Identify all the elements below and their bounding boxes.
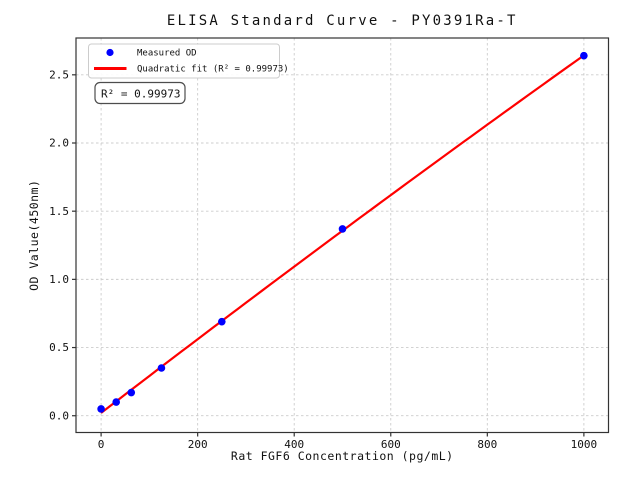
y-tick-label: 2.5 (49, 69, 69, 82)
legend-label: Measured OD (137, 49, 197, 59)
y-tick-label: 1.0 (49, 273, 69, 286)
legend-item: Quadratic fit (R² = 0.99973) (94, 65, 289, 75)
x-tick-label: 0 (98, 438, 105, 451)
y-tick-label: 1.5 (49, 205, 69, 218)
measured-od-point (97, 405, 105, 413)
plot-border (75, 37, 610, 434)
x-tick-label: 400 (284, 438, 304, 451)
y-tick-label: 0.5 (49, 341, 69, 354)
annotation-text: R² = 0.99973 (101, 88, 180, 101)
x-axis-label: Rat FGF6 Concentration (pg/mL) (231, 449, 454, 463)
measured-od-point (338, 225, 347, 233)
x-tick-label: 600 (381, 438, 401, 451)
chart-title: ELISA Standard Curve - PY0391Ra-T (167, 13, 518, 29)
legend-marker-circle (106, 48, 114, 57)
y-tick-label: 2.0 (49, 137, 69, 150)
measured-od-point (112, 398, 120, 406)
legend: Measured OD Quadratic fit (R² = 0.99973) (88, 43, 289, 79)
measured-od-point (218, 317, 226, 326)
measured-od-point (127, 388, 136, 397)
x-tick-label: 200 (188, 438, 208, 451)
legend-box (88, 43, 280, 79)
measured-od-point (580, 51, 588, 60)
x-tick-label: 1000 (571, 438, 598, 451)
measured-od-point (157, 364, 166, 372)
y-tick-label: 0.0 (49, 409, 69, 422)
y-axis-label: OD Value(450nm) (27, 180, 41, 291)
legend-item: Measured OD (106, 48, 197, 59)
r-squared-annotation: R² = 0.99973 (94, 81, 186, 105)
annotation-box (94, 81, 186, 105)
x-tick-label: 800 (477, 438, 497, 451)
legend-label: Quadratic fit (R² = 0.99973) (137, 65, 289, 75)
